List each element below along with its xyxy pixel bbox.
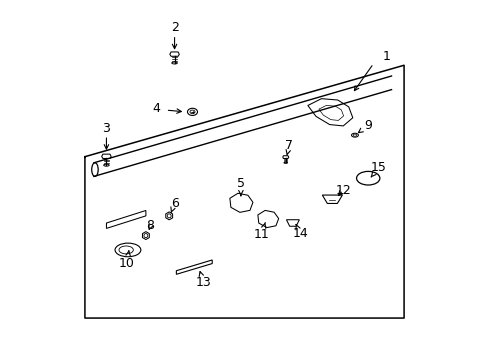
Text: 14: 14 [292,224,307,240]
Text: 3: 3 [102,122,110,135]
Text: 2: 2 [170,21,178,34]
Text: 1: 1 [382,50,389,63]
Text: 6: 6 [170,197,178,213]
Text: 8: 8 [146,219,154,233]
Text: 13: 13 [195,271,211,289]
Text: 12: 12 [335,184,350,197]
Text: 11: 11 [253,222,269,241]
Text: 15: 15 [370,161,386,177]
Text: 7: 7 [285,139,293,155]
Text: 10: 10 [119,251,135,270]
Text: 4: 4 [152,102,160,115]
Text: 5: 5 [236,177,244,196]
Text: 9: 9 [358,119,371,132]
